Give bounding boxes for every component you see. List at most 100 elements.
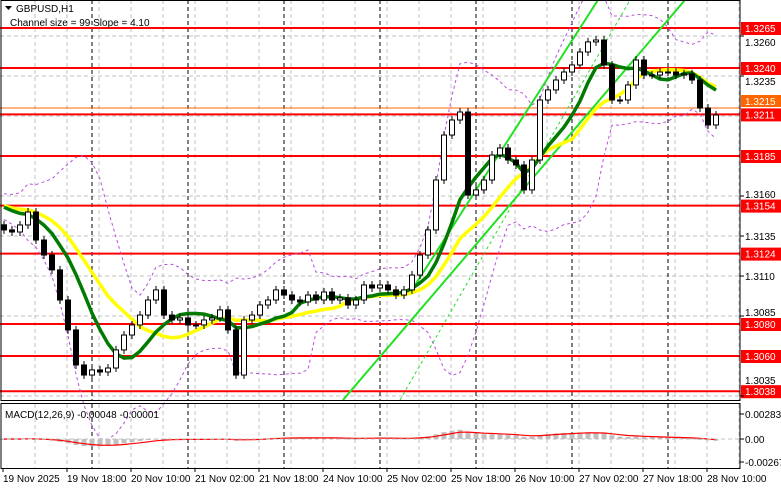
time-label: 21 Nov 02:00: [195, 474, 255, 485]
candle-bearish: [601, 39, 607, 66]
macd-histogram-bar: [689, 438, 695, 440]
candle-bullish: [577, 51, 583, 66]
candle-bullish: [561, 71, 567, 81]
macd-histogram-bar: [89, 439, 95, 447]
time-label: 26 Nov 10:00: [515, 474, 575, 485]
candle-bearish: [281, 289, 287, 296]
time-label: 28 Nov 10:00: [707, 474, 767, 485]
candle-bullish: [617, 99, 623, 102]
fast-moving-average: [3, 61, 717, 360]
time-label: 21 Nov 18:00: [259, 474, 319, 485]
time-label: 19 Nov 2025: [3, 474, 60, 485]
level-price-label: 1.3211: [745, 110, 775, 121]
macd-histogram-bar: [81, 439, 87, 447]
candle-bullish: [481, 179, 487, 191]
macd-histogram-bar: [569, 432, 575, 439]
time-label: 27 Nov 18:00: [643, 474, 703, 485]
macd-panel: [0, 429, 740, 447]
candle-bearish: [345, 297, 351, 306]
macd-histogram-bar: [561, 432, 567, 439]
candle-bearish: [9, 229, 15, 233]
candle-bullish: [377, 284, 383, 289]
candle-bearish: [65, 299, 71, 331]
macd-histogram-bar: [625, 437, 631, 439]
macd-histogram-bar: [681, 437, 687, 439]
macd-histogram-bar: [713, 439, 719, 441]
symbol-label: GBPUSD,H1: [16, 4, 74, 15]
candle-bullish: [249, 314, 255, 321]
channel-lower[interactable]: [342, 0, 686, 401]
macd-tick-label: 0.00: [745, 435, 765, 446]
macd-histogram-bar: [105, 439, 111, 446]
macd-histogram-bar: [521, 436, 527, 439]
envelope-bands: [3, 0, 717, 440]
candle-bullish: [305, 294, 311, 303]
time-label: 24 Nov 10:00: [323, 474, 383, 485]
header-labels: GBPUSD,H1 Channel size = 99 Slope = 4.10…: [5, 4, 159, 421]
candle-bullish: [681, 73, 687, 76]
candle-bullish: [177, 317, 183, 321]
candle-bearish: [313, 294, 319, 301]
candle-bearish: [73, 329, 79, 366]
macd-histogram-bar: [97, 439, 103, 447]
candle-bullish: [113, 349, 119, 369]
regression-channel: [342, 0, 686, 401]
candle-bearish: [297, 299, 303, 303]
candle-bullish: [425, 229, 431, 256]
macd-histogram-bar: [577, 432, 583, 439]
candle-bullish: [585, 41, 591, 53]
candle-bearish: [465, 111, 471, 196]
candle-bearish: [697, 79, 703, 109]
macd-histogram-bar: [345, 438, 351, 440]
macd-histogram-bar: [513, 435, 519, 439]
price-tick-label: 1.3160: [745, 190, 776, 201]
macd-label: MACD(12,26,9) -0.00048 -0.00001: [5, 410, 159, 421]
candle-bullish: [593, 39, 599, 43]
candle-bearish: [329, 291, 335, 301]
candle-bullish: [401, 289, 407, 296]
macd-histogram-bar: [505, 434, 511, 439]
macd-histogram-bar: [481, 434, 487, 439]
price-panel-frame: [0, 0, 741, 401]
macd-tick-label: -0.00267: [745, 458, 781, 469]
channel-middle: [399, 0, 631, 401]
candle-bullish: [129, 324, 135, 336]
candle-bearish: [81, 364, 87, 376]
candle-bullish: [633, 59, 639, 86]
macd-histogram-bar: [113, 439, 119, 445]
candle-bullish: [545, 89, 551, 101]
macd-histogram-bar: [657, 437, 663, 439]
candle-bearish: [57, 269, 63, 301]
level-price-tag: [741, 108, 781, 122]
candle-bullish: [353, 299, 359, 306]
current-price-label: 1.3215: [745, 97, 776, 108]
macd-histogram-bar: [473, 433, 479, 439]
candle-bullish: [473, 189, 479, 196]
candle-bullish: [649, 74, 655, 77]
price-tick-label: 1.3110: [745, 272, 775, 283]
time-label: 19 Nov 18:00: [67, 474, 127, 485]
candle-bullish: [17, 224, 23, 233]
channel-upper[interactable]: [409, 0, 599, 294]
candle-bullish: [273, 289, 279, 301]
macd-histogram-bar: [449, 430, 455, 439]
candle-bearish: [233, 329, 239, 376]
current-price-tag: [741, 95, 781, 107]
price-tick-label: 1.3135: [745, 232, 776, 243]
candle-bullish: [217, 309, 223, 319]
level-price-tag: [741, 22, 781, 35]
candle-bearish: [505, 147, 511, 161]
level-price-tag: [741, 199, 781, 213]
candle-bullish: [193, 324, 199, 327]
macd-histogram-bar: [121, 439, 127, 444]
macd-histogram-bar: [601, 433, 607, 439]
macd-histogram-bar: [457, 429, 463, 439]
candle-bearish: [185, 317, 191, 326]
macd-histogram-bar: [665, 437, 671, 439]
candle-bullish: [569, 64, 575, 73]
candle-bullish: [241, 319, 247, 376]
collapse-triangle-icon[interactable]: [5, 6, 12, 10]
macd-histogram-bar: [441, 432, 447, 439]
time-label: 20 Nov 10:00: [131, 474, 191, 485]
candle-bearish: [225, 309, 231, 331]
